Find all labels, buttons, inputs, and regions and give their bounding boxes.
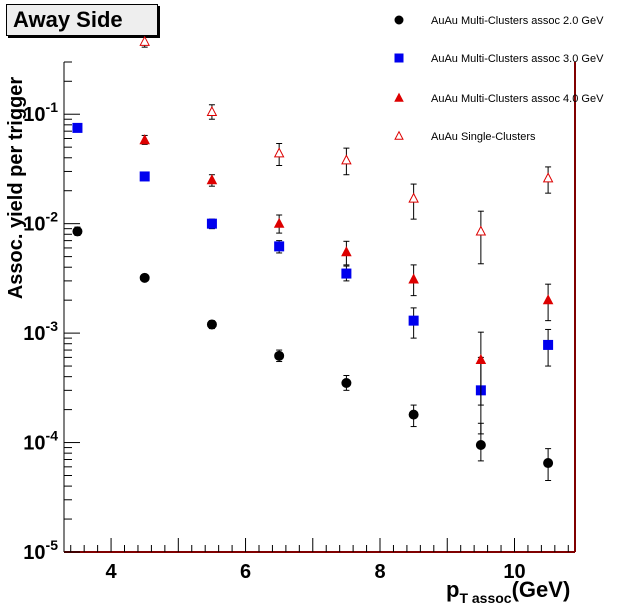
y-tick-label-exponent: -5 bbox=[46, 537, 59, 553]
data-point bbox=[72, 226, 83, 237]
legend: AuAu Multi-Clusters assoc 2.0 GeV AuAu Mu… bbox=[394, 15, 604, 143]
data-point bbox=[394, 92, 404, 102]
plot-frame bbox=[63, 62, 576, 553]
data-point bbox=[139, 35, 150, 46]
y-tick-label: 10-3 bbox=[23, 318, 58, 345]
legend-label: AuAu Single-Clusters bbox=[431, 131, 536, 143]
legend-label: AuAu Multi-Clusters assoc 2.0 GeV bbox=[431, 15, 604, 27]
data-point bbox=[206, 319, 217, 330]
data-point bbox=[408, 273, 419, 284]
data-point bbox=[475, 439, 486, 450]
x-axis-title-unit: (GeV) bbox=[512, 577, 571, 602]
y-tick-label-base: 10 bbox=[23, 323, 45, 345]
data-point bbox=[475, 353, 487, 364]
data-point bbox=[543, 458, 554, 469]
x-tick-label: 6 bbox=[240, 561, 251, 583]
data-point bbox=[206, 218, 217, 229]
data-point bbox=[274, 241, 285, 252]
series-2 bbox=[72, 122, 554, 435]
y-tick-label-base: 10 bbox=[23, 104, 45, 126]
x-axis-title-main: p bbox=[446, 577, 459, 602]
data-marks bbox=[72, 35, 554, 482]
data-point bbox=[341, 154, 352, 165]
series-3 bbox=[139, 134, 554, 406]
data-point bbox=[542, 172, 554, 183]
axis-ticks bbox=[64, 61, 569, 553]
data-point bbox=[408, 192, 419, 203]
data-point bbox=[542, 294, 554, 305]
chart-title: Away Side bbox=[6, 4, 158, 36]
y-tick-label-exponent: -2 bbox=[46, 209, 59, 225]
data-point bbox=[394, 15, 404, 25]
y-tick-label-exponent: -3 bbox=[46, 318, 59, 334]
data-point bbox=[543, 339, 554, 350]
data-point bbox=[274, 350, 285, 361]
y-tick-label-base: 10 bbox=[23, 542, 45, 564]
y-tick-label: 10-4 bbox=[23, 428, 58, 455]
data-point bbox=[139, 272, 150, 283]
data-point bbox=[139, 134, 150, 145]
series-1 bbox=[72, 226, 554, 482]
data-point bbox=[72, 122, 83, 133]
data-point bbox=[408, 315, 419, 326]
series-4 bbox=[139, 35, 554, 265]
data-point bbox=[341, 268, 352, 279]
data-point bbox=[394, 130, 404, 140]
x-tick-label: 8 bbox=[374, 561, 385, 583]
x-axis-title-sub: T assoc bbox=[459, 590, 511, 606]
data-point bbox=[394, 53, 404, 63]
x-tick-label: 10 bbox=[503, 561, 525, 583]
x-axis-title: pT assoc(GeV) bbox=[446, 577, 570, 606]
data-point bbox=[206, 174, 218, 185]
y-axis-title: Assoc. yield per trigger bbox=[5, 77, 27, 300]
data-point bbox=[273, 147, 285, 158]
y-tick-label: 10-5 bbox=[23, 537, 58, 564]
y-tick-label: 10-2 bbox=[23, 209, 58, 236]
data-point bbox=[206, 105, 218, 117]
x-tick-label: 4 bbox=[106, 561, 118, 583]
y-tick-label-base: 10 bbox=[23, 433, 45, 455]
data-point bbox=[139, 171, 150, 182]
y-tick-label-exponent: -1 bbox=[46, 99, 59, 115]
data-point bbox=[475, 225, 487, 236]
data-point bbox=[273, 217, 285, 228]
data-point bbox=[408, 409, 419, 420]
legend-label: AuAu Multi-Clusters assoc 4.0 GeV bbox=[431, 93, 604, 105]
y-tick-label-exponent: -4 bbox=[46, 428, 59, 444]
legend-label: AuAu Multi-Clusters assoc 3.0 GeV bbox=[431, 53, 604, 65]
y-tick-label-base: 10 bbox=[23, 214, 45, 236]
y-tick-label: 10-1 bbox=[23, 99, 58, 126]
data-point bbox=[341, 246, 352, 257]
data-point bbox=[341, 378, 352, 389]
